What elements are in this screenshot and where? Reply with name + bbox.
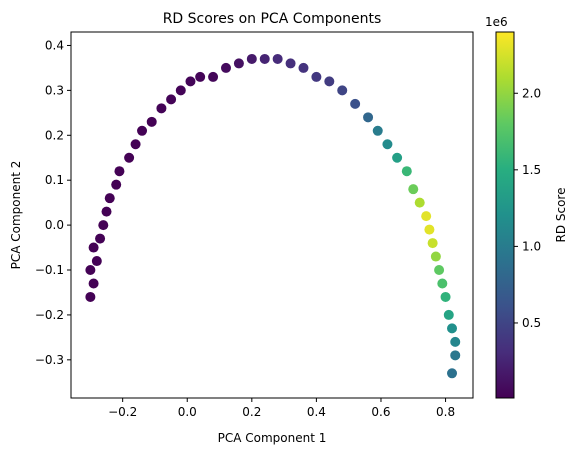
data-point (421, 211, 432, 222)
plot-area-frame (70, 31, 474, 399)
data-point (350, 98, 361, 109)
data-point (311, 71, 322, 82)
data-point (450, 350, 461, 361)
colorbar-offset-text: 1e6 (485, 15, 508, 29)
y-tick-label: −0.3 (35, 353, 64, 367)
y-tick-label: 0.2 (45, 128, 64, 142)
data-point (363, 112, 374, 123)
data-point (91, 256, 102, 267)
y-tick-label: 0.4 (45, 38, 64, 52)
data-point (88, 278, 99, 289)
y-axis-ticks: −0.3 −0.2 −0.1 0.0 0.1 0.2 0.3 0.4 (35, 38, 71, 367)
data-point (111, 179, 122, 190)
data-point (185, 76, 196, 87)
x-axis-label: PCA Component 1 (218, 431, 327, 445)
y-axis-label: PCA Component 2 (9, 161, 23, 270)
y-tick-label: 0.1 (45, 173, 64, 187)
data-point (430, 251, 441, 262)
x-axis-ticks: −0.2 0.0 0.2 0.4 0.6 0.8 (108, 398, 455, 419)
x-tick-label: 0.4 (307, 405, 326, 419)
colorbar-tick-label: 1.5 (522, 163, 541, 177)
colorbar-tick-label: 2.0 (522, 86, 541, 100)
data-point (233, 58, 244, 69)
points-layer (85, 53, 461, 379)
colorbar (495, 31, 515, 399)
data-point (124, 152, 135, 163)
data-point (372, 125, 383, 136)
y-tick-label: −0.2 (35, 308, 64, 322)
data-point (424, 224, 435, 235)
x-tick-label: 0.6 (371, 405, 390, 419)
x-tick-label: 0.8 (436, 405, 455, 419)
data-point (208, 71, 219, 82)
data-point (447, 323, 458, 334)
colorbar-ticks: 0.5 1.0 1.5 2.0 (514, 86, 541, 330)
data-point (285, 58, 296, 69)
data-point (166, 94, 177, 105)
chart-title: RD Scores on PCA Components (163, 11, 382, 27)
data-point (175, 85, 186, 96)
data-point (401, 166, 412, 177)
colorbar-tick-label: 1.0 (522, 239, 541, 253)
data-point (146, 116, 157, 127)
data-point (101, 206, 112, 217)
data-point (137, 125, 148, 136)
data-point (259, 53, 270, 64)
data-point (337, 85, 348, 96)
y-tick-label: −0.1 (35, 263, 64, 277)
data-point (324, 76, 335, 87)
data-point (447, 368, 458, 379)
y-tick-label: 0.0 (45, 218, 64, 232)
y-tick-label: 0.3 (45, 83, 64, 97)
data-point (246, 53, 257, 64)
data-point (408, 184, 419, 195)
data-point (156, 103, 167, 114)
colorbar-tick-label: 0.5 (522, 316, 541, 330)
data-point (443, 309, 454, 320)
data-point (434, 265, 445, 276)
data-point (130, 139, 141, 150)
data-point (88, 242, 99, 253)
data-point (427, 238, 438, 249)
x-tick-label: −0.2 (108, 405, 137, 419)
data-point (85, 265, 96, 276)
x-tick-label: 0.2 (242, 405, 261, 419)
data-point (95, 233, 106, 244)
data-point (298, 62, 309, 73)
data-point (98, 220, 109, 231)
data-point (272, 53, 283, 64)
data-point (440, 291, 451, 302)
data-point (114, 166, 125, 177)
data-point (414, 197, 425, 208)
data-point (195, 71, 206, 82)
data-point (85, 291, 96, 302)
data-point (437, 278, 448, 289)
data-point (450, 336, 461, 347)
x-tick-label: 0.0 (178, 405, 197, 419)
data-point (104, 193, 115, 204)
data-point (382, 139, 393, 150)
colorbar-label: RD Score (554, 187, 568, 242)
data-point (220, 62, 231, 73)
data-point (392, 152, 403, 163)
